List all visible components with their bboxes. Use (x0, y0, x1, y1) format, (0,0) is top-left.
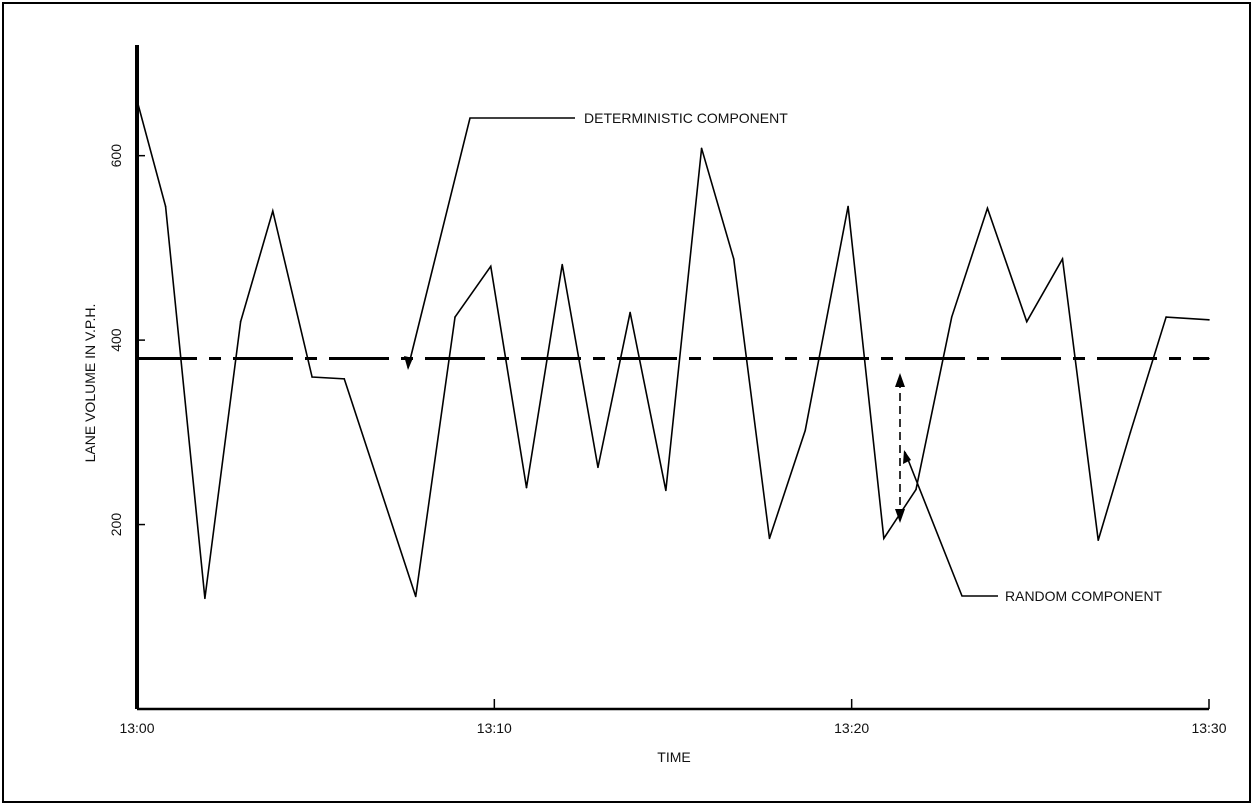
y-tick-label: 200 (108, 513, 124, 537)
data-point (950, 316, 953, 318)
data-point (1165, 316, 1167, 318)
data-point (414, 595, 417, 598)
random-arrowhead-up (895, 373, 905, 387)
data-point (239, 320, 242, 323)
y-tick-label: 600 (108, 144, 124, 168)
data-point (1061, 258, 1064, 260)
x-tick-label: 13:30 (1191, 720, 1226, 736)
data-point (1025, 320, 1028, 323)
data-point (915, 488, 917, 491)
data-point (164, 205, 167, 208)
random-leader-arrowhead (903, 450, 911, 464)
deterministic-point (136, 357, 138, 360)
data-point (1129, 431, 1132, 434)
random-component-label: RANDOM COMPONENT (1005, 588, 1163, 604)
data-point (629, 311, 631, 314)
data-point (804, 429, 807, 432)
y-tick-group: 200 400 600 (108, 144, 145, 536)
data-point (311, 376, 313, 378)
data-point (343, 378, 346, 380)
data-point (271, 210, 274, 212)
point-layer (136, 99, 1210, 600)
x-axis-label: TIME (657, 749, 690, 765)
data-point (732, 258, 735, 260)
random-arrowhead-down (895, 509, 905, 523)
deterministic-leader-line (407, 117, 575, 369)
random-leader-line (904, 451, 998, 597)
data-point (700, 147, 703, 150)
series-layer (136, 100, 1210, 599)
data-point (1208, 319, 1210, 321)
deterministic-point (1208, 357, 1210, 360)
data-point (597, 466, 599, 469)
x-tick-label: 13:00 (119, 720, 154, 736)
deterministic-component-label: DETERMINISTIC COMPONENT (584, 110, 788, 126)
data-point (204, 597, 206, 600)
y-tick-label: 400 (108, 328, 124, 352)
data-point (883, 537, 885, 540)
random-series-line (136, 100, 1210, 599)
y-axis-label: LANE VOLUME IN V.P.H. (82, 304, 98, 463)
data-point (525, 486, 528, 489)
data-point (847, 205, 849, 208)
x-tick-group: 13:00 13:10 13:20 13:30 (119, 699, 1227, 736)
data-point (665, 489, 667, 492)
data-point (1097, 539, 1100, 542)
deterministic-arrowhead (404, 356, 413, 370)
data-point (454, 316, 456, 318)
x-tick-label: 13:20 (834, 720, 869, 736)
deterministic-annotation: DETERMINISTIC COMPONENT (404, 110, 788, 370)
data-point (136, 99, 138, 102)
random-annotation: RANDOM COMPONENT (895, 373, 1163, 604)
data-point (768, 537, 771, 540)
x-tick-label: 13:10 (477, 720, 512, 736)
data-point (986, 207, 989, 210)
data-point (561, 263, 564, 266)
data-point (489, 265, 492, 268)
